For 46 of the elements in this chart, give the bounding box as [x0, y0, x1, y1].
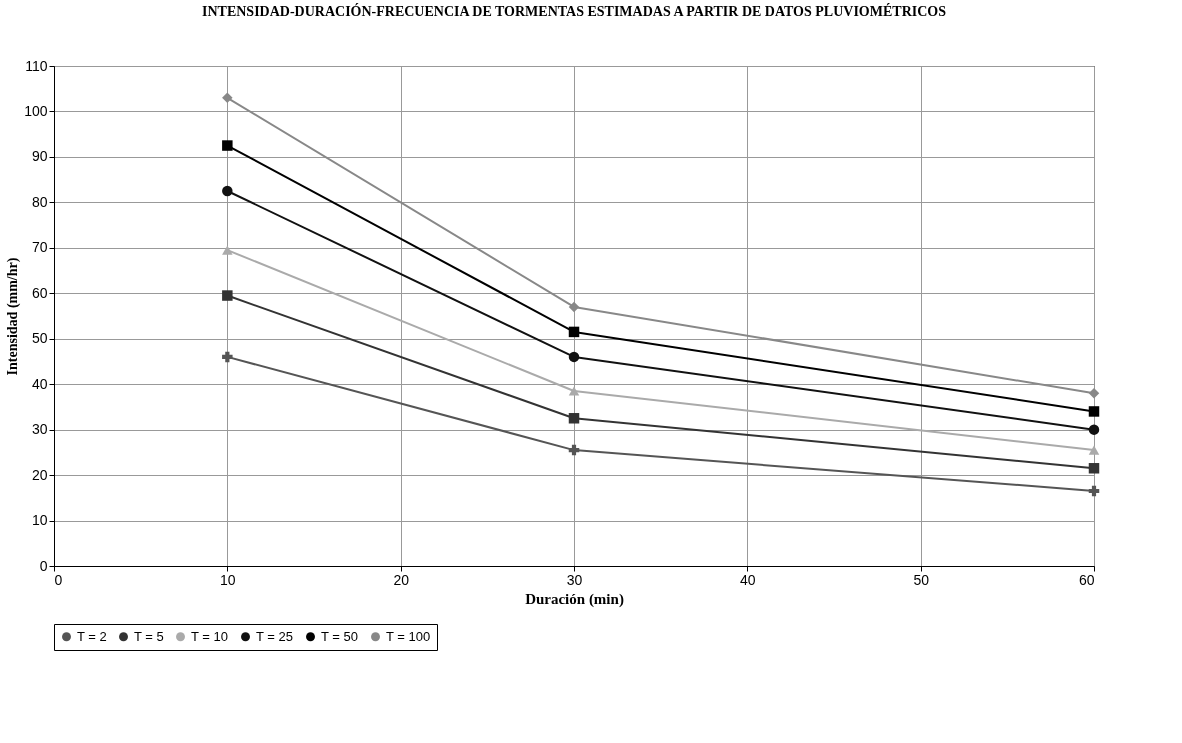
point	[1088, 424, 1100, 435]
x-tick-label: 0	[54, 571, 63, 588]
y-tick-label: 110	[25, 57, 48, 74]
x-tick-label: 10	[220, 571, 236, 588]
point	[1088, 463, 1100, 474]
point	[222, 245, 233, 255]
point	[1088, 388, 1100, 399]
point	[222, 351, 233, 363]
point	[1088, 406, 1100, 417]
chart-title: INTENSIDAD-DURACIÓN-FRECUENCIA DE TORMENTAS ESTIMADAS A PARTIR DE DATOS PLUVIOMÉTRICOS	[202, 3, 947, 19]
x-tick-label: 50	[913, 571, 930, 588]
y-axis-title: Intensidad (mm/hr)	[5, 257, 22, 376]
y-tick-label: 70	[31, 239, 48, 256]
point	[222, 92, 233, 104]
point	[222, 185, 233, 197]
point	[222, 290, 233, 301]
y-tick-label: 50	[31, 330, 48, 347]
x-tick-label: 40	[740, 571, 756, 588]
x-tick-label: 60	[1078, 571, 1095, 588]
x-axis-title: Duración (min)	[525, 590, 624, 608]
x-tick-label: 30	[566, 571, 583, 588]
point	[568, 444, 580, 456]
point	[568, 351, 580, 363]
point	[1088, 485, 1100, 497]
y-tick-label: 0	[39, 557, 48, 574]
point	[568, 413, 580, 424]
y-tick-label: 60	[31, 284, 48, 301]
y-tick-label: 40	[31, 375, 48, 392]
legend-label: T = 2	[77, 628, 107, 644]
legend-label: T = 5	[134, 628, 164, 644]
y-tick-label: 20	[31, 466, 48, 483]
y-tick-label: 100	[24, 102, 48, 119]
y-tick-label: 10	[31, 512, 48, 529]
legend-label: T = 100	[386, 628, 431, 644]
x-tick-label: 20	[393, 571, 410, 588]
point	[568, 386, 580, 396]
point	[1088, 445, 1100, 455]
legend-label: T = 10	[191, 628, 228, 644]
legend-label: T = 50	[321, 628, 358, 644]
y-tick-label: 90	[31, 148, 48, 165]
point	[222, 140, 233, 151]
y-tick-label: 80	[31, 193, 48, 210]
point	[568, 326, 580, 338]
point	[568, 301, 580, 313]
legend-label: T = 25	[256, 628, 293, 644]
y-tick-label: 30	[31, 421, 48, 438]
